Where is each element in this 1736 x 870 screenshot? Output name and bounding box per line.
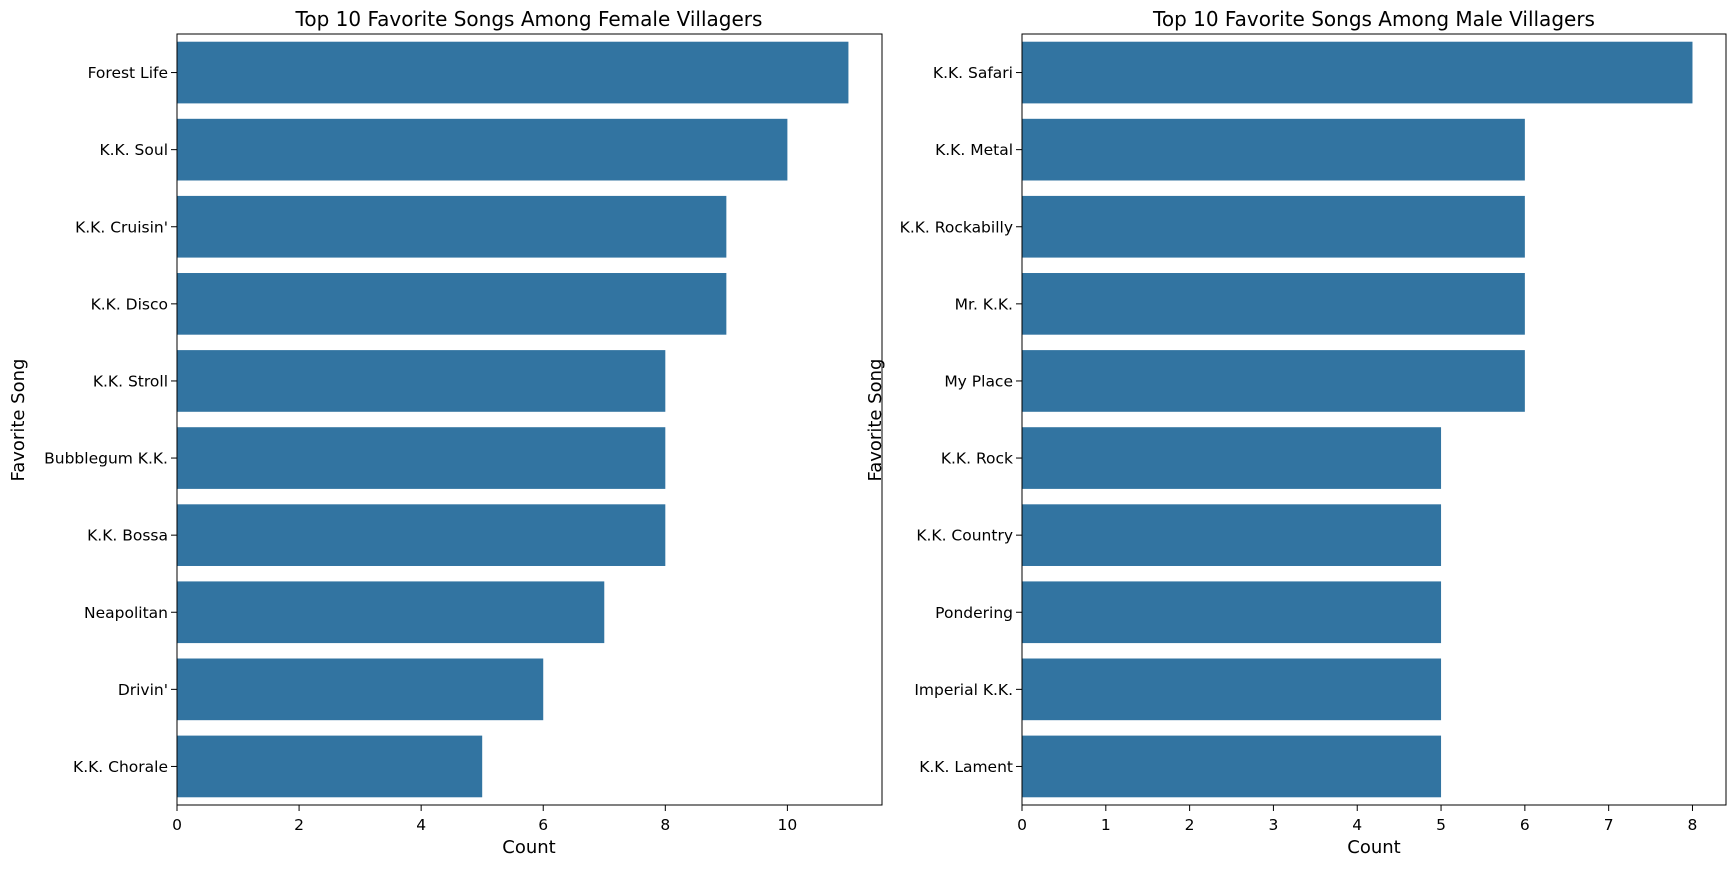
x-tick-label: 7 (1604, 816, 1614, 834)
x-tick-label: 3 (1268, 816, 1278, 834)
bar (1022, 658, 1442, 721)
bar (177, 195, 727, 258)
y-tick-label: My Place (944, 372, 1013, 390)
x-tick-label: 0 (1017, 816, 1027, 834)
y-tick-label: K.K. Country (916, 527, 1013, 545)
x-axis-label: Count (1347, 837, 1400, 858)
bar (1022, 41, 1693, 104)
x-tick-label: 6 (538, 816, 548, 834)
male-chart: Top 10 Favorite Songs Among Male Village… (865, 7, 1727, 858)
bar (177, 41, 849, 104)
plot-frame (1021, 33, 1727, 806)
bar (177, 504, 666, 566)
plot-area: Forest Life K.K. Soul K.K. Cruisin' K.K. Di… (44, 33, 883, 834)
bar (1022, 504, 1442, 566)
x-tick-label: 4 (1352, 816, 1362, 834)
y-tick-label: K.K. Bossa (87, 527, 168, 545)
y-tick-label: K.K. Cruisin' (75, 218, 168, 236)
y-tick-label: K.K. Rock (941, 450, 1013, 468)
x-axis-label: Count (502, 837, 555, 858)
plot-frame (176, 33, 883, 806)
bar (177, 118, 788, 181)
female-chart: Top 10 Favorite Songs Among Female Villa… (8, 7, 883, 858)
y-tick-label: Pondering (935, 604, 1013, 622)
x-tick-label: 2 (294, 816, 304, 834)
x-tick-label: 2 (1185, 816, 1195, 834)
bar (1022, 195, 1525, 258)
y-tick-label: K.K. Chorale (73, 758, 168, 776)
y-axis-label: Favorite Song (865, 359, 886, 482)
y-tick-label: K.K. Disco (91, 295, 168, 313)
bar (1022, 118, 1525, 181)
bar (177, 350, 666, 412)
bar (1022, 581, 1442, 644)
y-tick-label: K.K. Safari (933, 64, 1013, 82)
bar (177, 427, 666, 489)
y-tick-label: Neapolitan (84, 604, 168, 622)
chart-title: Top 10 Favorite Songs Among Female Villa… (295, 7, 763, 31)
x-tick-label: 1 (1101, 816, 1111, 834)
bar (1022, 735, 1442, 798)
bar (1022, 273, 1525, 335)
bar (177, 735, 483, 798)
y-tick-label: K.K. Lament (919, 758, 1013, 776)
bar (1022, 427, 1442, 489)
bar (1022, 350, 1525, 412)
y-tick-label: Mr. K.K. (955, 295, 1013, 313)
x-tick-label: 6 (1520, 816, 1530, 834)
y-tick-label: Drivin' (118, 681, 168, 699)
x-tick-label: 8 (1688, 816, 1698, 834)
x-tick-label: 10 (778, 816, 798, 834)
bar (177, 273, 727, 335)
y-tick-label: Imperial K.K. (914, 681, 1013, 699)
bar (177, 581, 605, 644)
y-tick-label: K.K. Rockabilly (900, 218, 1013, 236)
x-tick-label: 4 (416, 816, 426, 834)
plot-area: K.K. Safari K.K. Metal K.K. Rockabilly Mr. … (900, 33, 1727, 834)
x-tick-label: 8 (660, 816, 670, 834)
x-tick-label: 0 (172, 816, 182, 834)
y-tick-label: K.K. Stroll (93, 372, 168, 390)
y-axis-label: Favorite Song (8, 359, 29, 482)
bar (177, 658, 544, 721)
y-tick-label: Bubblegum K.K. (44, 450, 168, 468)
chart-title: Top 10 Favorite Songs Among Male Village… (1152, 7, 1595, 31)
x-tick-label: 5 (1436, 816, 1446, 834)
y-tick-label: K.K. Soul (99, 141, 168, 159)
y-tick-label: Forest Life (88, 64, 168, 82)
y-tick-label: K.K. Metal (935, 141, 1013, 159)
